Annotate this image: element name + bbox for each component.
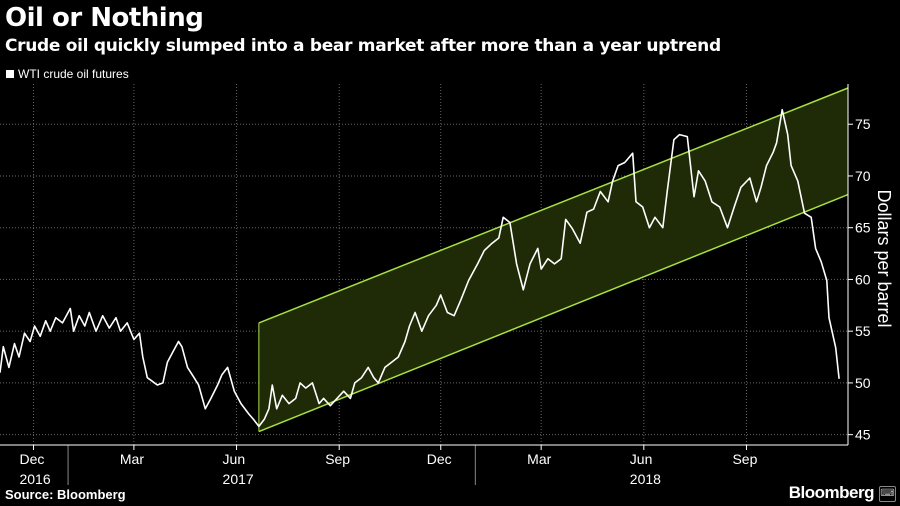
y-tick-label: 60 (855, 271, 871, 287)
channel-fill (258, 88, 848, 432)
x-tick-label: Mar (120, 451, 144, 467)
y-tick-label: 75 (855, 116, 871, 132)
x-tick-label: Sep (732, 451, 757, 467)
chart-title: Oil or Nothing (5, 3, 204, 33)
year-label: 2018 (630, 471, 661, 487)
y-tick-label: 50 (855, 375, 871, 391)
x-tick-label: Jun (223, 451, 246, 467)
channel-upper-line (258, 87, 849, 324)
y-tick-label: 70 (855, 168, 871, 184)
y-tick-label: 65 (855, 220, 871, 236)
trend-channel (258, 87, 849, 433)
y-tick-label: 55 (855, 323, 871, 339)
y-tick-label: 45 (855, 427, 871, 443)
x-tick-label: Jun (630, 451, 653, 467)
x-tick-label: Mar (527, 451, 551, 467)
channel-lower-line (258, 193, 849, 433)
legend: WTI crude oil futures (6, 67, 129, 81)
x-tick-label: Dec (19, 451, 44, 467)
legend-swatch (6, 70, 14, 78)
series-layer (0, 108, 840, 428)
series-line-wti (0, 108, 840, 428)
year-label: 2016 (19, 471, 50, 487)
source-note: Source: Bloomberg (5, 487, 126, 502)
terminal-icon: ⌨ (879, 486, 896, 502)
legend-label: WTI crude oil futures (18, 67, 129, 81)
year-label: 2017 (223, 471, 254, 487)
bloomberg-logo: Bloomberg (788, 483, 875, 502)
x-tick-label: Sep (325, 451, 350, 467)
x-tick-label: Dec (427, 451, 452, 467)
chart-subtitle: Crude oil quickly slumped into a bear ma… (5, 36, 721, 56)
axes: 45 50 55 60 65 70 75 Dec Mar Jun Sep Dec Mar Jun Sep 20… (0, 84, 894, 487)
y-axis-label: Dollars per barrel (874, 189, 894, 327)
